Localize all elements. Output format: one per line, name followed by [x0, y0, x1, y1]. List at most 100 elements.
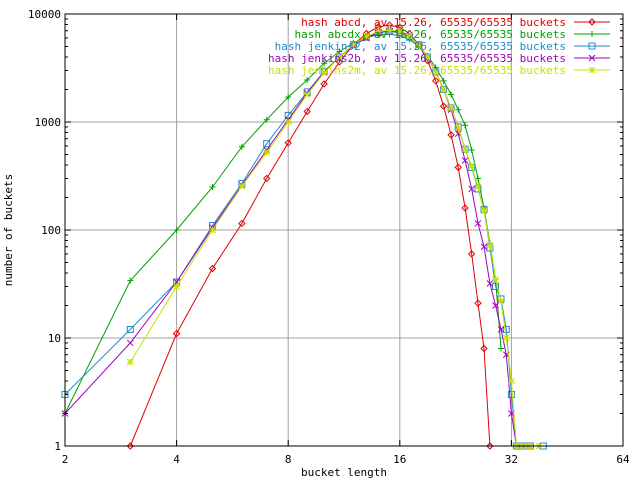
data-point — [462, 122, 469, 129]
data-point — [238, 182, 246, 190]
data-point — [486, 442, 494, 450]
data-point — [127, 277, 134, 284]
data-point — [284, 139, 292, 147]
data-point — [474, 175, 481, 182]
data-point — [173, 283, 180, 290]
data-point — [386, 26, 393, 34]
y-axis-label: number of buckets — [2, 174, 15, 287]
data-point — [474, 183, 482, 191]
legend-marker — [588, 54, 596, 62]
legend-label: hash abcd, av 15.26, 65535/65535 buckets — [301, 16, 566, 29]
legend-entry: hash jenkins2, av 15.26, 65535/65535 buc… — [275, 40, 610, 53]
data-point — [468, 185, 476, 193]
data-point — [320, 69, 328, 77]
data-point — [432, 68, 440, 76]
data-point — [439, 102, 448, 110]
data-point — [415, 41, 423, 49]
data-point — [474, 220, 482, 227]
data-point — [303, 107, 311, 116]
data-point — [492, 275, 499, 283]
x-axis-label: bucket length — [301, 466, 387, 479]
data-point — [284, 118, 292, 126]
data-point — [447, 131, 455, 139]
data-point — [262, 174, 271, 183]
data-point — [396, 28, 404, 35]
data-point — [263, 140, 271, 148]
legend-entry: hash jenkins2m, av 15.26, 65535/65535 bu… — [268, 64, 610, 77]
legend-marker — [588, 42, 596, 50]
data-point — [461, 145, 469, 153]
data-point — [502, 334, 510, 342]
data-point — [335, 58, 344, 66]
x-tick-label: 16 — [393, 453, 406, 466]
data-point — [461, 157, 469, 164]
data-point — [363, 33, 370, 40]
data-point — [440, 77, 447, 84]
data-point — [374, 28, 382, 35]
data-point — [486, 242, 494, 249]
legend-marker — [588, 18, 596, 26]
data-point — [173, 227, 180, 233]
data-point — [126, 358, 134, 366]
y-tick-label: 1 — [54, 440, 61, 453]
x-tick-label: 8 — [285, 453, 292, 466]
data-point — [285, 94, 292, 101]
data-point — [209, 184, 216, 191]
grid-lines — [65, 14, 623, 446]
data-point — [263, 149, 271, 157]
data-point — [263, 116, 270, 123]
data-point — [468, 162, 476, 170]
data-point — [498, 345, 505, 352]
data-point — [480, 344, 488, 353]
y-tick-label: 1000 — [35, 116, 62, 129]
data-point — [424, 53, 431, 61]
data-point — [480, 207, 488, 215]
data-point — [172, 329, 181, 338]
data-point — [502, 325, 510, 333]
legend-label: hash jenkins2, av 15.26, 65535/65535 buc… — [275, 40, 566, 53]
data-point — [336, 48, 343, 55]
data-point — [461, 204, 469, 212]
data-point — [320, 80, 328, 88]
data-point — [208, 264, 217, 273]
data-point — [209, 226, 216, 234]
y-tick-label: 10000 — [28, 8, 61, 21]
legend-marker — [588, 66, 596, 74]
x-tick-label: 32 — [505, 453, 518, 466]
data-point — [467, 250, 476, 258]
data-point — [486, 280, 494, 287]
data-point — [126, 325, 134, 333]
legend-label: hash jenkins2m, av 15.26, 65535/65535 bu… — [268, 64, 566, 77]
legend: hash abcd, av 15.26, 65535/65535 buckets… — [268, 16, 610, 77]
legend-entry: hash jenkins2b, av 15.26, 65535/65535 bu… — [268, 52, 610, 65]
data-point — [454, 124, 462, 132]
data-point — [508, 377, 515, 385]
legend-label: hash jenkins2b, av 15.26, 65535/65535 bu… — [268, 52, 566, 65]
data-point — [303, 91, 311, 98]
data-point — [447, 104, 455, 112]
data-point — [497, 326, 505, 333]
data-point — [468, 147, 475, 154]
axis-ticks: 2 4 8 16 32 64 1 10 100 1000 10000 — [28, 8, 630, 466]
data-point — [336, 53, 343, 61]
data-point — [454, 163, 462, 172]
legend-entry: hash abcd, av 15.26, 65535/65535 buckets — [301, 16, 610, 29]
data-point — [321, 60, 328, 67]
data-point — [126, 442, 134, 450]
series-line — [129, 24, 491, 447]
data-point — [238, 219, 246, 228]
data-point — [492, 302, 499, 309]
data-point — [126, 339, 134, 347]
y-tick-label: 100 — [41, 224, 61, 237]
data-point — [432, 77, 440, 85]
data-point — [238, 143, 245, 150]
data-point — [448, 91, 455, 98]
data-point — [474, 299, 482, 307]
x-tick-label: 4 — [173, 453, 180, 466]
data-point — [455, 106, 462, 113]
data-series — [61, 21, 547, 450]
x-tick-label: 64 — [616, 453, 630, 466]
y-tick-label: 10 — [48, 332, 61, 345]
